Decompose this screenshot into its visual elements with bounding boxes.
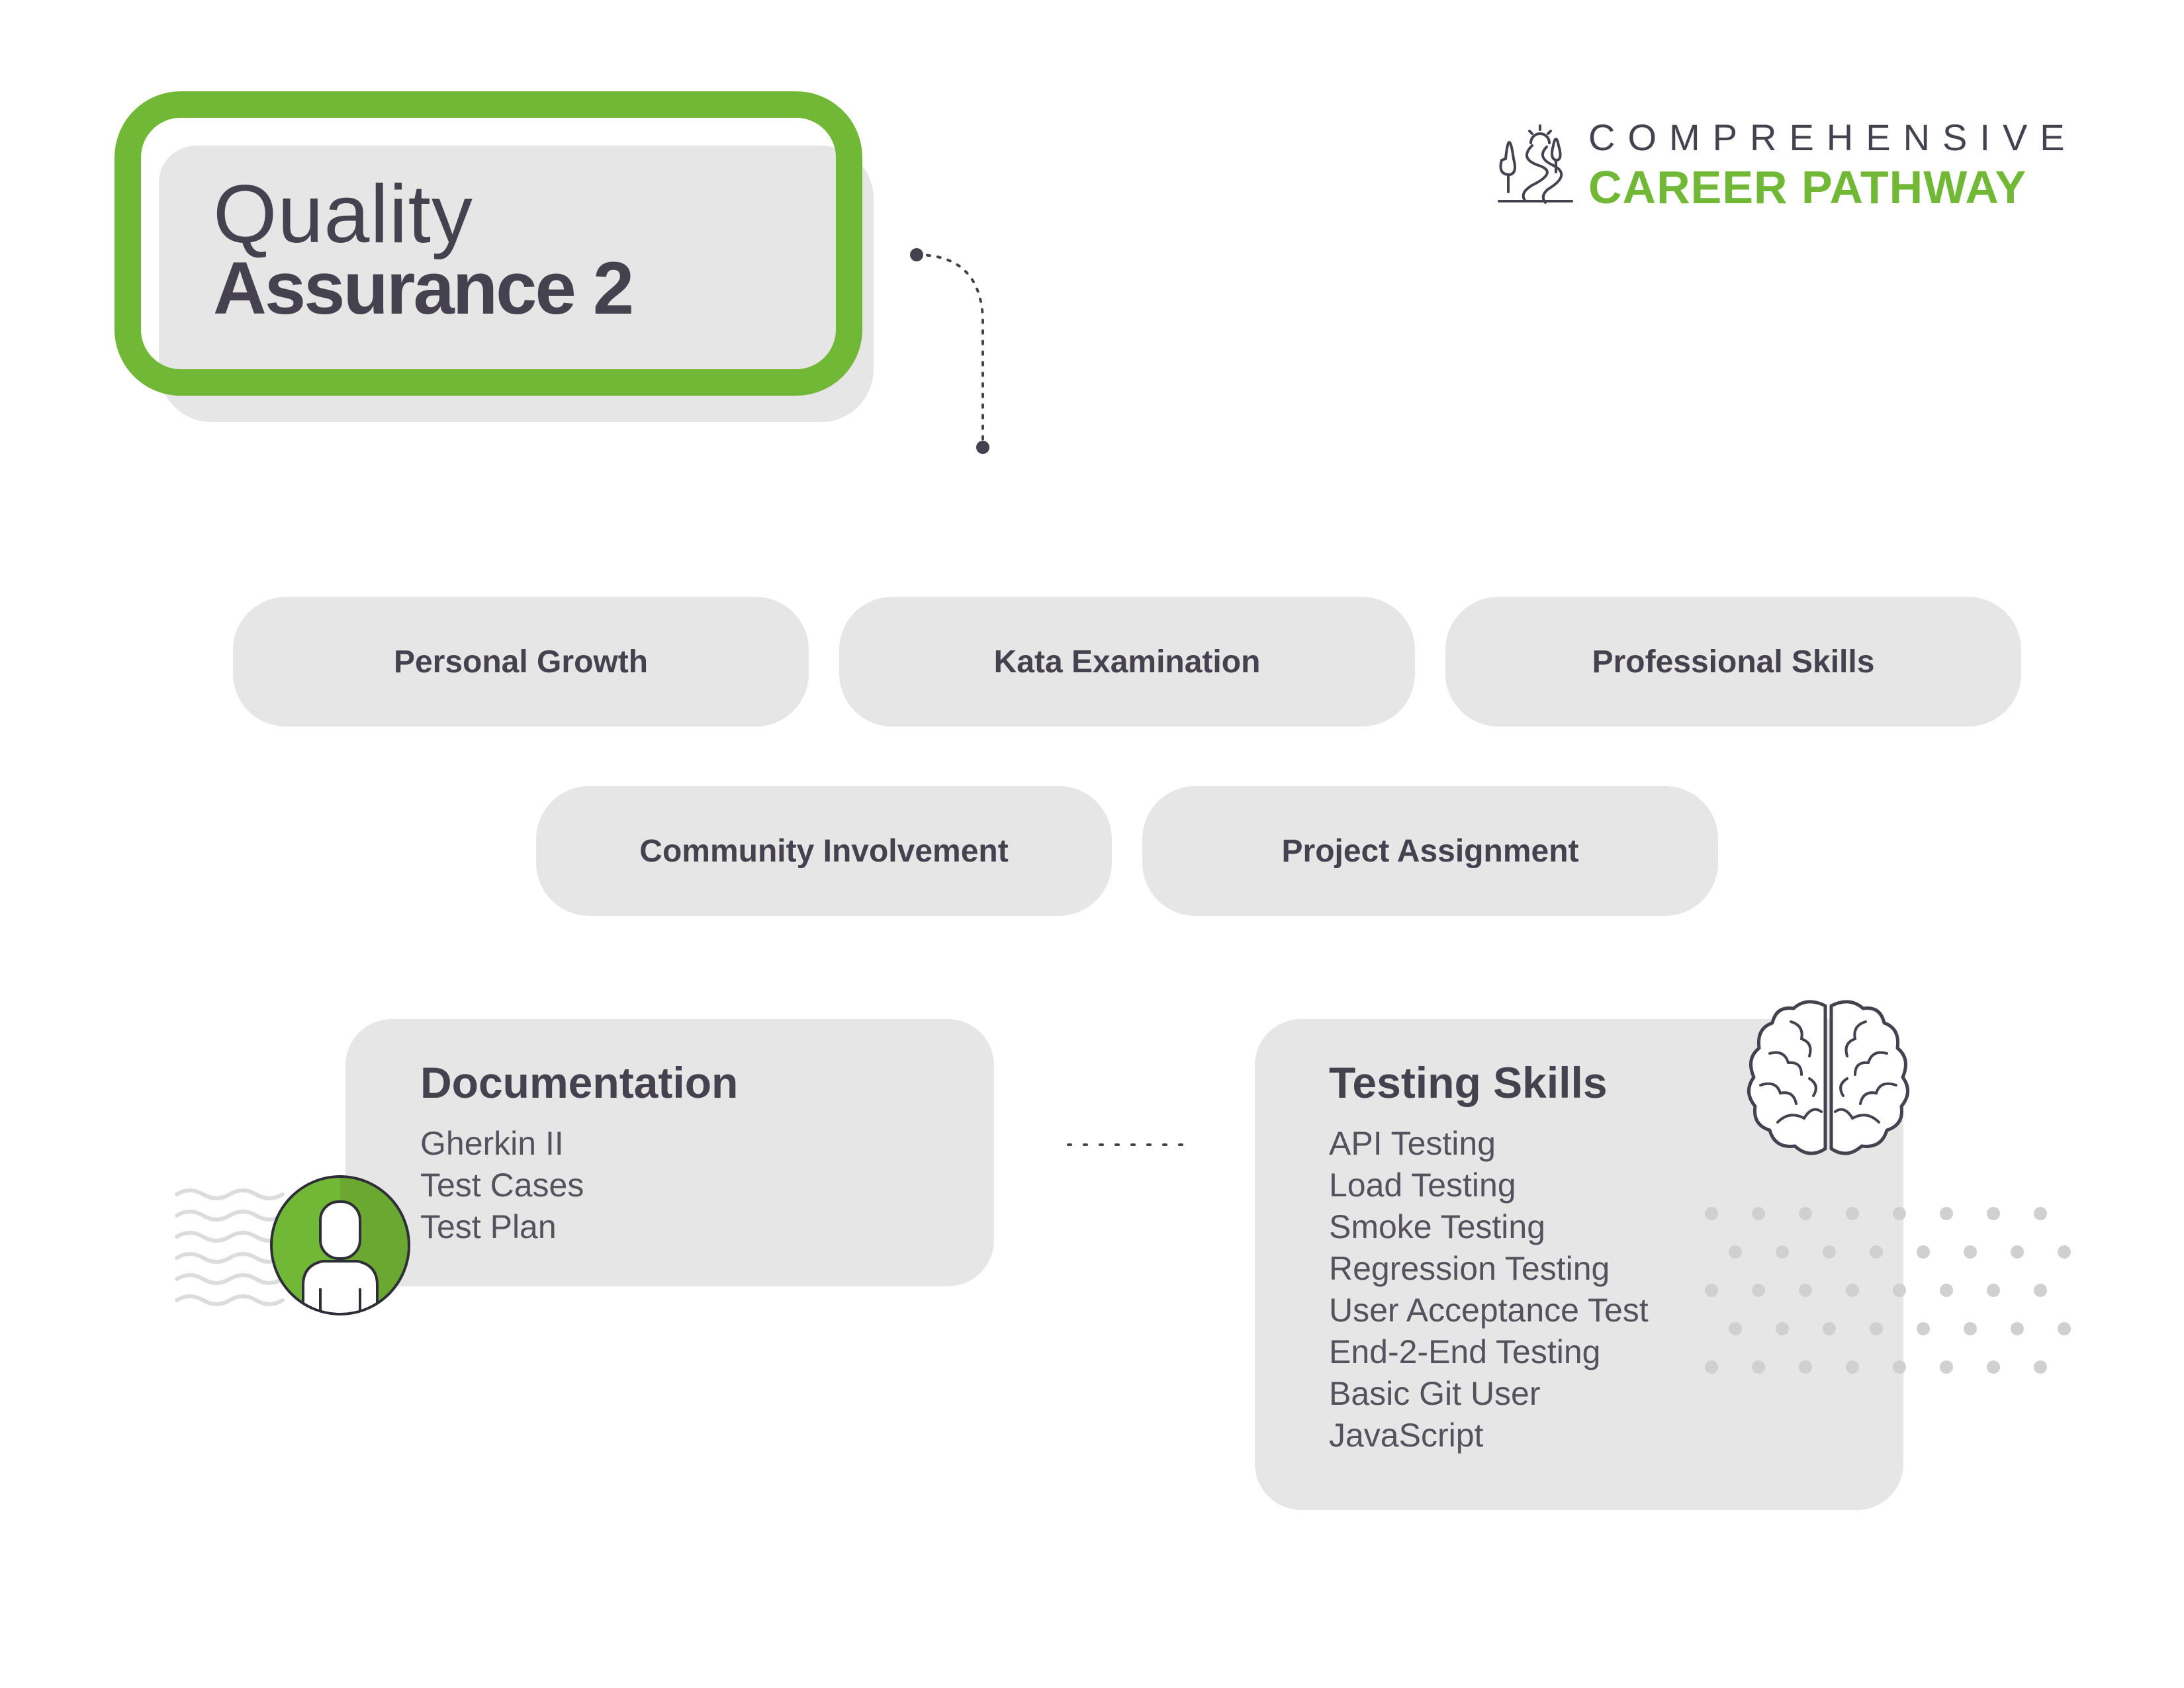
pattern-dot <box>1752 1360 1765 1374</box>
pattern-dot <box>1846 1207 1859 1220</box>
pattern-dot <box>1799 1360 1812 1374</box>
pattern-dot <box>2034 1207 2047 1220</box>
pattern-dot <box>2034 1284 2047 1297</box>
pattern-dot <box>1987 1360 2000 1374</box>
list-item: Regression Testing <box>1329 1250 1610 1287</box>
pattern-dot <box>1846 1360 1859 1374</box>
pattern-dot <box>1823 1322 1836 1335</box>
pattern-dot <box>1917 1245 1930 1259</box>
list-item: End-2-End Testing <box>1329 1333 1601 1370</box>
page-title-line2: Assurance 2 <box>213 247 634 330</box>
pattern-dot <box>1870 1322 1883 1335</box>
pattern-dot <box>1705 1360 1718 1374</box>
list-item: JavaScript <box>1329 1417 1484 1454</box>
pattern-dot <box>1987 1284 2000 1297</box>
pattern-dot <box>1893 1207 1906 1220</box>
pill-professional-skills: Professional Skills <box>1445 597 2021 727</box>
list-item: API Testing <box>1329 1125 1496 1162</box>
pattern-dot <box>1964 1322 1977 1335</box>
wave-pattern <box>175 1188 285 1306</box>
pattern-dot <box>2034 1360 2047 1374</box>
dot-grid-pattern <box>1705 1207 2071 1374</box>
page-title-line1: Quality <box>213 169 473 260</box>
documentation-list: Gherkin II Test Cases Test Plan <box>420 1123 584 1248</box>
pill-personal-growth: Personal Growth <box>233 597 809 727</box>
pattern-dot <box>1799 1284 1812 1297</box>
pattern-dot <box>1846 1284 1859 1297</box>
path-trees-icon <box>1498 124 1573 204</box>
pattern-dot <box>1940 1207 1953 1220</box>
logo-text-top: COMPREHENSIVE <box>1588 116 2077 158</box>
documentation-card <box>345 1019 994 1286</box>
list-item: Load Testing <box>1329 1167 1516 1204</box>
title-frame <box>114 91 862 396</box>
pattern-dot <box>1705 1284 1718 1297</box>
title-box <box>159 146 847 371</box>
list-item: Test Plan <box>420 1208 557 1245</box>
pattern-dot <box>1940 1284 1953 1297</box>
list-item: Smoke Testing <box>1329 1208 1546 1245</box>
pattern-dot <box>2058 1245 2071 1259</box>
pill-community-involvement: Community Involvement <box>536 786 1112 916</box>
pattern-dot <box>1776 1245 1789 1259</box>
pattern-dot <box>1705 1207 1718 1220</box>
pattern-dot <box>1729 1322 1742 1335</box>
pattern-dot <box>2011 1322 2024 1335</box>
pattern-dot <box>1987 1207 2000 1220</box>
pattern-dot <box>1940 1360 1953 1374</box>
pill-kata-examination: Kata Examination <box>839 597 1415 727</box>
pattern-dot <box>1823 1245 1836 1259</box>
list-item: Gherkin II <box>420 1125 564 1162</box>
pattern-dot <box>1893 1284 1906 1297</box>
pattern-dot <box>1870 1245 1883 1259</box>
pattern-dot <box>1752 1284 1765 1297</box>
brain-icon <box>1747 1000 1909 1155</box>
list-item: Basic Git User <box>1329 1375 1541 1412</box>
list-item: User Acceptance Test <box>1329 1292 1649 1329</box>
pattern-dot <box>2058 1322 2071 1335</box>
logo-text-bottom: CAREER PATHWAY <box>1588 161 2027 213</box>
cards-connector <box>1067 1143 1197 1146</box>
pattern-dot <box>1917 1322 1930 1335</box>
title-connector <box>910 248 989 454</box>
person-avatar-icon <box>270 1175 410 1315</box>
testing-skills-title: Testing Skills <box>1329 1058 1608 1107</box>
pattern-dot <box>1799 1207 1812 1220</box>
pattern-dot <box>2011 1245 2024 1259</box>
testing-skills-list: API Testing Load Testing Smoke Testing R… <box>1329 1123 1649 1456</box>
pattern-dot <box>1729 1245 1742 1259</box>
pattern-dot <box>1893 1360 1906 1374</box>
pattern-dot <box>1964 1245 1977 1259</box>
pattern-dot <box>1752 1207 1765 1220</box>
list-item: Test Cases <box>420 1167 584 1204</box>
pattern-dot <box>1776 1322 1789 1335</box>
pill-project-assignment: Project Assignment <box>1142 786 1718 916</box>
documentation-title: Documentation <box>420 1058 739 1107</box>
